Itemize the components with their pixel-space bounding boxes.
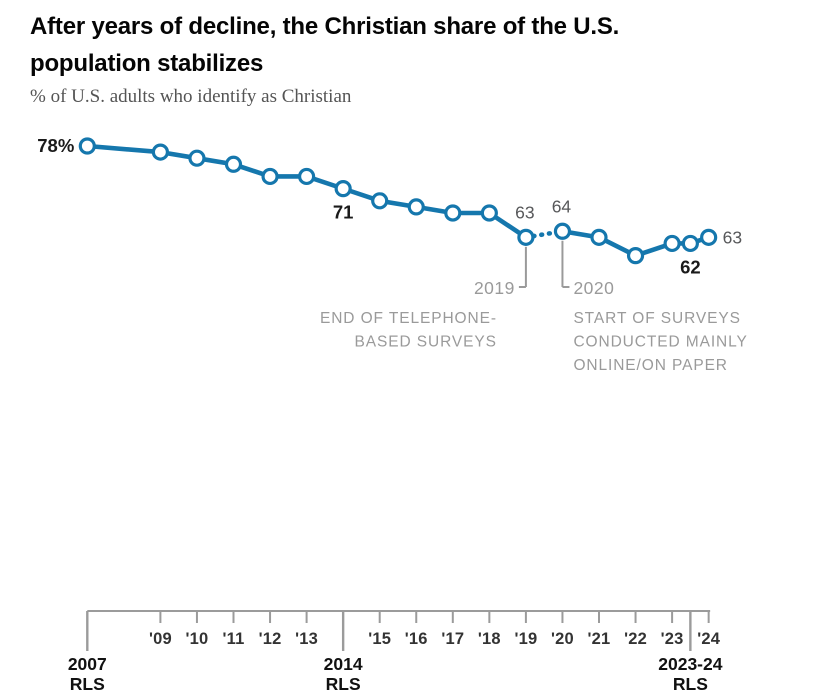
point-value-label: 78% xyxy=(37,135,74,156)
axis-major-label-year: 2023-24 xyxy=(658,654,722,674)
point-value-label: 64 xyxy=(552,196,572,216)
x-axis-tick-label: '24 xyxy=(697,630,721,648)
x-axis-tick-label: '18 xyxy=(478,630,501,648)
data-point xyxy=(78,137,96,155)
data-point xyxy=(681,234,699,253)
data-point xyxy=(626,247,645,265)
point-value-label: 71 xyxy=(333,202,354,223)
axis-major-label-year: 2014 xyxy=(324,654,363,674)
data-point xyxy=(480,204,498,222)
x-axis-tick-label: '17 xyxy=(441,630,464,648)
data-point xyxy=(224,155,243,173)
callout-year-label: 2020 xyxy=(573,278,614,298)
data-point xyxy=(553,222,572,240)
data-point xyxy=(371,192,389,210)
callout-description-line: START OF SURVEYS xyxy=(573,310,740,327)
axis-major-label-year: 2007 xyxy=(68,654,107,674)
chart-title: After years of decline, the Christian sh… xyxy=(30,13,620,77)
x-axis-tick-label: '16 xyxy=(405,630,428,648)
data-point xyxy=(334,180,352,198)
data-point xyxy=(700,228,718,246)
point-value-label: 62 xyxy=(680,256,701,277)
x-axis-tick-label: '20 xyxy=(551,630,574,648)
x-axis-tick-label: '23 xyxy=(661,630,684,648)
point-value-label: 63 xyxy=(723,227,742,247)
axis-major-label-rls: RLS xyxy=(70,674,105,694)
chart-subtitle: % of U.S. adults who identify as Christi… xyxy=(30,86,352,107)
x-axis-tick-label: '12 xyxy=(259,630,282,648)
data-point xyxy=(298,167,316,186)
callout-description-line: CONDUCTED MAINLY xyxy=(573,334,747,351)
x-axis-tick-label: '19 xyxy=(514,630,537,648)
x-axis-tick-label: '22 xyxy=(624,630,647,648)
point-value-label: 63 xyxy=(515,202,534,222)
data-point xyxy=(151,143,169,161)
x-axis-tick-label: '11 xyxy=(223,630,245,648)
callout-description-line: ONLINE/ON PAPER xyxy=(573,357,727,374)
x-axis-tick-label: '09 xyxy=(149,630,172,648)
x-axis-tick-label: '13 xyxy=(295,630,318,648)
line-segment xyxy=(85,143,163,155)
data-point xyxy=(407,198,425,216)
x-axis-tick-label: '15 xyxy=(368,630,391,648)
callout-description-line: BASED SURVEYS xyxy=(355,334,497,351)
axis-major-label-rls: RLS xyxy=(673,674,708,694)
axis-major-label-rls: RLS xyxy=(326,674,361,694)
x-axis-tick-label: '21 xyxy=(588,630,611,648)
data-point xyxy=(188,149,206,167)
x-axis-tick-label: '10 xyxy=(186,630,209,648)
data-point xyxy=(444,204,462,222)
data-point xyxy=(590,228,608,246)
callout-year-label: 2019 xyxy=(474,278,515,298)
data-point xyxy=(663,234,681,253)
data-point xyxy=(517,228,535,246)
callout-description-line: END OF TELEPHONE- xyxy=(320,310,497,327)
data-point xyxy=(261,167,279,186)
